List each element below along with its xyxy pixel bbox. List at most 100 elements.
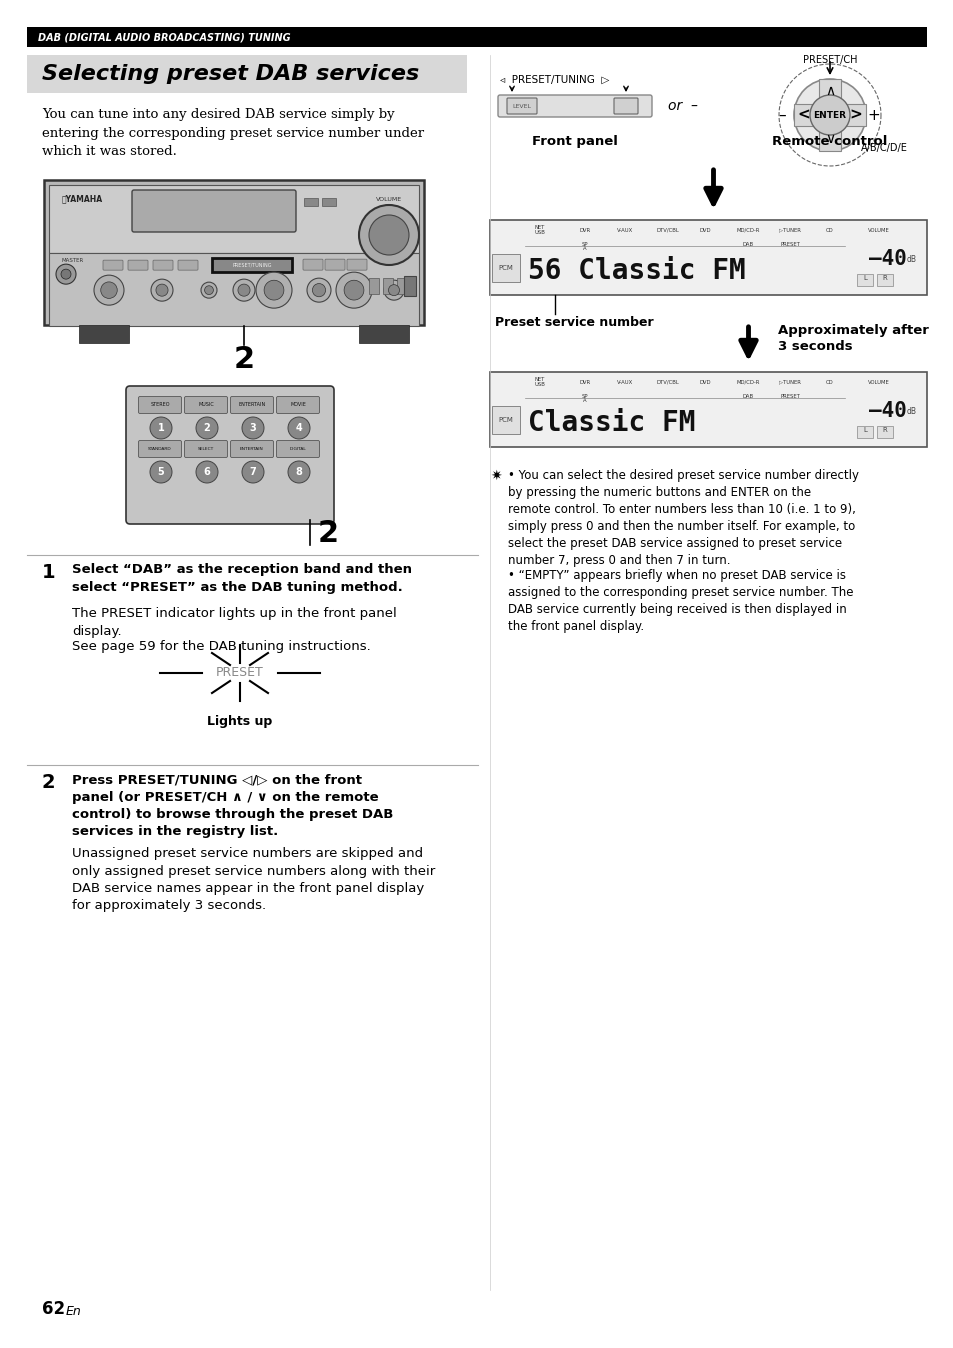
Text: PCM: PCM — [498, 266, 513, 271]
Text: Classic FM: Classic FM — [527, 408, 695, 437]
FancyBboxPatch shape — [103, 260, 123, 270]
Circle shape — [204, 286, 213, 295]
Circle shape — [307, 278, 331, 302]
Circle shape — [264, 280, 284, 301]
FancyBboxPatch shape — [276, 441, 319, 457]
Circle shape — [809, 94, 849, 135]
Text: DTV/CBL: DTV/CBL — [656, 380, 679, 384]
FancyBboxPatch shape — [276, 396, 319, 414]
Text: ∧: ∧ — [824, 84, 834, 98]
Text: DAB (DIGITAL AUDIO BROADCASTING) TUNING: DAB (DIGITAL AUDIO BROADCASTING) TUNING — [38, 32, 291, 42]
Text: ENTER: ENTER — [813, 111, 845, 120]
Text: +: + — [866, 108, 880, 123]
Text: ▷TUNER: ▷TUNER — [779, 380, 801, 384]
Text: MD/CD-R: MD/CD-R — [736, 380, 759, 384]
Text: MOVIE: MOVIE — [290, 403, 306, 407]
Text: 1: 1 — [42, 563, 55, 582]
Text: The PRESET indicator lights up in the front panel
display.: The PRESET indicator lights up in the fr… — [71, 607, 396, 638]
Text: PRESET: PRESET — [780, 394, 800, 399]
Text: PCM: PCM — [498, 417, 513, 423]
FancyBboxPatch shape — [492, 253, 519, 282]
Circle shape — [94, 275, 124, 305]
Text: R: R — [882, 275, 886, 282]
FancyBboxPatch shape — [492, 406, 519, 434]
Text: Unassigned preset service numbers are skipped and
only assigned preset service n: Unassigned preset service numbers are sk… — [71, 847, 435, 913]
Text: L: L — [862, 427, 866, 434]
Text: 2: 2 — [42, 772, 55, 793]
Circle shape — [388, 284, 399, 295]
FancyBboxPatch shape — [49, 253, 418, 326]
Circle shape — [56, 264, 76, 284]
Text: ✷: ✷ — [490, 469, 501, 483]
FancyBboxPatch shape — [44, 181, 423, 325]
FancyBboxPatch shape — [304, 198, 317, 206]
FancyBboxPatch shape — [347, 259, 367, 270]
Circle shape — [195, 461, 218, 483]
Text: DIGITAL: DIGITAL — [290, 448, 306, 452]
Circle shape — [150, 417, 172, 439]
Text: or  –: or – — [667, 98, 698, 113]
FancyBboxPatch shape — [829, 104, 865, 125]
FancyBboxPatch shape — [128, 260, 148, 270]
Text: LEVEL: LEVEL — [512, 104, 531, 108]
Text: See page 59 for the DAB tuning instructions.: See page 59 for the DAB tuning instructi… — [71, 640, 371, 652]
Text: V-AUX: V-AUX — [617, 380, 633, 384]
FancyBboxPatch shape — [876, 274, 892, 286]
Text: • “EMPTY” appears briefly when no preset DAB service is
assigned to the correspo: • “EMPTY” appears briefly when no preset… — [507, 569, 853, 634]
Circle shape — [242, 417, 264, 439]
Text: dB: dB — [906, 407, 916, 415]
Text: Front panel: Front panel — [532, 135, 618, 148]
Text: PRESET: PRESET — [216, 666, 264, 679]
Circle shape — [335, 272, 372, 309]
Text: –40: –40 — [868, 400, 906, 421]
Text: NET
USB: NET USB — [534, 377, 545, 387]
Text: CD: CD — [825, 380, 833, 384]
FancyBboxPatch shape — [49, 185, 418, 253]
FancyBboxPatch shape — [382, 278, 393, 294]
FancyBboxPatch shape — [79, 325, 129, 342]
Text: Remote control: Remote control — [772, 135, 886, 148]
FancyBboxPatch shape — [126, 386, 334, 524]
Text: ▷TUNER: ▷TUNER — [779, 228, 801, 232]
FancyBboxPatch shape — [856, 426, 872, 438]
Circle shape — [155, 284, 168, 297]
Circle shape — [312, 283, 325, 297]
FancyBboxPatch shape — [490, 372, 926, 448]
Text: DAB: DAB — [741, 243, 753, 247]
Text: –40: –40 — [868, 249, 906, 270]
Text: CD: CD — [825, 228, 833, 232]
Text: DVR: DVR — [578, 228, 590, 232]
FancyBboxPatch shape — [403, 276, 416, 297]
Text: Select “DAB” as the reception band and then
select “PRESET” as the DAB tuning me: Select “DAB” as the reception band and t… — [71, 563, 412, 593]
Text: NET
USB: NET USB — [534, 225, 545, 235]
FancyBboxPatch shape — [506, 98, 537, 115]
Text: 6: 6 — [203, 466, 211, 477]
FancyBboxPatch shape — [396, 278, 407, 294]
Text: 7: 7 — [250, 466, 256, 477]
Circle shape — [195, 417, 218, 439]
Text: MD/CD-R: MD/CD-R — [736, 228, 759, 232]
Text: DVD: DVD — [699, 228, 710, 232]
FancyBboxPatch shape — [358, 325, 409, 342]
Text: ENTERTAIN: ENTERTAIN — [238, 403, 265, 407]
Text: ∨: ∨ — [824, 132, 834, 146]
Text: >: > — [849, 108, 862, 123]
Circle shape — [61, 270, 71, 279]
FancyBboxPatch shape — [138, 441, 181, 457]
Circle shape — [288, 461, 310, 483]
Text: VOLUME: VOLUME — [867, 380, 889, 384]
Text: You can tune into any desired DAB service simply by
entering the corresponding p: You can tune into any desired DAB servic… — [42, 108, 424, 158]
Text: SP
A: SP A — [581, 394, 588, 403]
Text: dB: dB — [906, 255, 916, 263]
FancyBboxPatch shape — [325, 259, 345, 270]
Text: STANDARD: STANDARD — [148, 448, 172, 452]
Text: SP
A: SP A — [581, 243, 588, 251]
Text: 2: 2 — [233, 345, 254, 375]
Text: 2: 2 — [317, 519, 338, 549]
Text: • You can select the desired preset service number directly
by pressing the nume: • You can select the desired preset serv… — [507, 469, 858, 568]
Text: DVD: DVD — [699, 380, 710, 384]
Text: L: L — [862, 275, 866, 282]
Text: ◃  PRESET/TUNING  ▷: ◃ PRESET/TUNING ▷ — [499, 75, 609, 85]
Circle shape — [242, 461, 264, 483]
Text: V-AUX: V-AUX — [617, 228, 633, 232]
